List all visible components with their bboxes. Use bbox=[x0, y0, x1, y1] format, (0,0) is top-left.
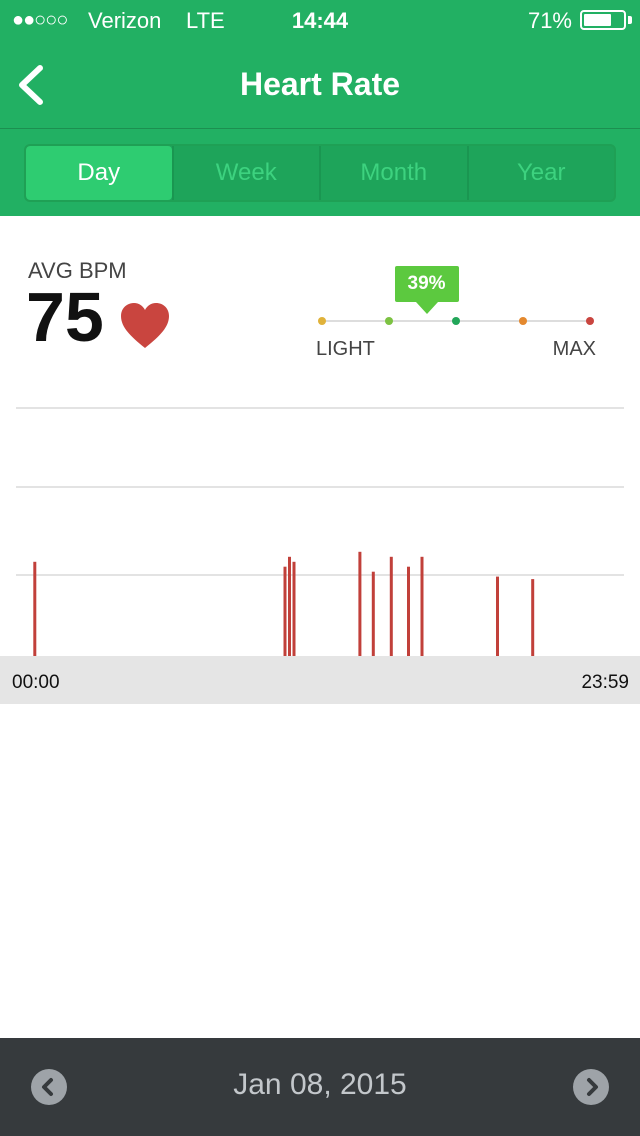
time-axis-start: 00:00 bbox=[12, 672, 60, 693]
avg-bpm-label: AVG BPM bbox=[28, 258, 127, 283]
previous-day-button[interactable] bbox=[31, 1069, 67, 1105]
zone-dot-1 bbox=[318, 317, 326, 325]
zone-dot-2 bbox=[385, 317, 393, 325]
network-type: LTE bbox=[186, 8, 225, 33]
next-day-button[interactable] bbox=[573, 1069, 609, 1105]
heart-rate-chart bbox=[16, 407, 624, 656]
chart-bar bbox=[283, 566, 287, 656]
tab-week-label: Week bbox=[215, 159, 277, 186]
chart-bar bbox=[496, 576, 499, 656]
current-date: Jan 08, 2015 bbox=[233, 1068, 407, 1101]
avg-bpm-value: 75 bbox=[26, 278, 104, 356]
status-time: 14:44 bbox=[291, 8, 349, 33]
chevron-left-icon bbox=[19, 65, 43, 105]
zone-dot-5 bbox=[586, 317, 594, 325]
tab-month-label: Month bbox=[360, 159, 428, 186]
chevron-right-icon bbox=[587, 1078, 598, 1096]
heart-icon bbox=[121, 303, 169, 348]
back-button[interactable] bbox=[14, 62, 54, 108]
zone-percent-badge: 39% bbox=[394, 266, 459, 302]
chart-bar bbox=[292, 561, 296, 656]
chart-bar bbox=[33, 561, 37, 656]
intensity-zone-indicator: 39% LIGHT MAX bbox=[310, 262, 610, 372]
status-bar: ●●○○○ Verizon LTE 14:44 71% bbox=[0, 0, 640, 40]
battery-icon bbox=[580, 10, 626, 30]
battery-tip bbox=[628, 16, 632, 24]
chart-bar bbox=[420, 556, 424, 656]
signal-strength-icon: ●●○○○ bbox=[12, 9, 68, 31]
battery-percent: 71% bbox=[527, 8, 572, 33]
zone-min-label: LIGHT bbox=[316, 338, 375, 360]
zone-dot-3 bbox=[452, 317, 460, 325]
zone-max-label: MAX bbox=[552, 338, 596, 360]
header-divider bbox=[0, 128, 640, 129]
time-axis: 00:00 23:59 bbox=[0, 656, 640, 704]
page-title: Heart Rate bbox=[239, 66, 401, 102]
header: ●●○○○ Verizon LTE 14:44 71% Heart Rate D… bbox=[0, 0, 640, 216]
chart-bar bbox=[358, 551, 362, 656]
tab-day-label: Day bbox=[77, 159, 121, 186]
tab-month[interactable]: Month bbox=[319, 146, 467, 200]
zone-dot-4 bbox=[519, 317, 527, 325]
zone-pointer bbox=[415, 302, 438, 314]
chevron-left-icon bbox=[42, 1078, 53, 1096]
chart-bar bbox=[371, 571, 375, 656]
chart-bar bbox=[531, 579, 535, 656]
chart-bar bbox=[407, 566, 410, 656]
tab-day[interactable]: Day bbox=[26, 146, 172, 200]
tab-year-label: Year bbox=[517, 159, 566, 186]
chart-bar bbox=[288, 556, 291, 656]
time-axis-end: 23:59 bbox=[581, 672, 629, 693]
period-tabs: Day Week Month Year bbox=[24, 144, 616, 202]
tab-year[interactable]: Year bbox=[466, 146, 615, 200]
battery-level-fill bbox=[584, 14, 611, 26]
tab-week[interactable]: Week bbox=[171, 146, 320, 200]
date-footer: Jan 08, 2015 bbox=[0, 1038, 640, 1136]
carrier-name: Verizon bbox=[88, 8, 162, 33]
chart-bar bbox=[389, 556, 393, 656]
